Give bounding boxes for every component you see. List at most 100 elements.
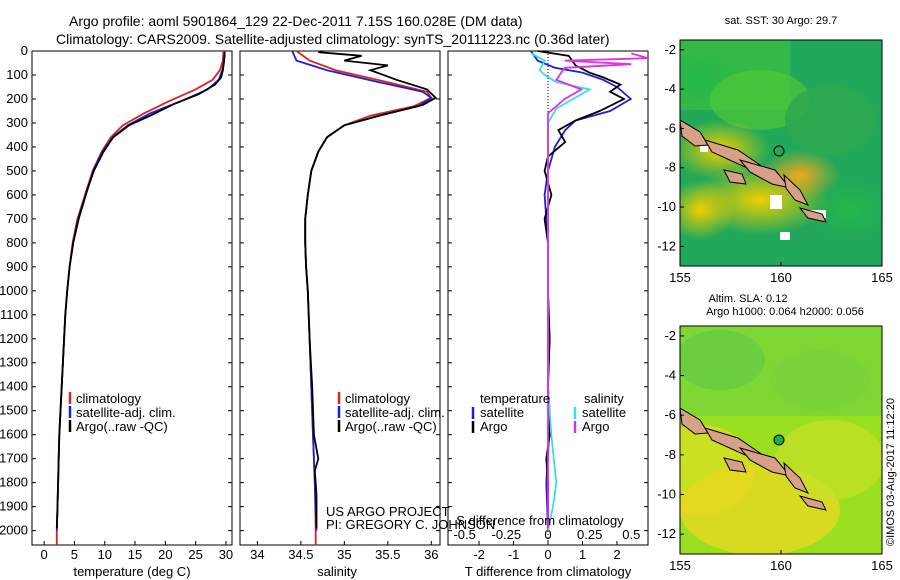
y-tick-label: 200 <box>6 91 28 106</box>
difference-xlabel-bottom: T difference from climatology <box>465 564 632 579</box>
map-y-tick-label: -6 <box>664 407 676 422</box>
sla-argo-marker <box>773 434 785 446</box>
title-line1: Argo profile: aoml 5901864_129 22-Dec-20… <box>69 13 522 29</box>
salinity-legend: climatology satellite-adj. clim. Argo(..… <box>337 391 445 434</box>
legend-title-salinity: salinity <box>584 391 624 406</box>
y-tick-label: 2000 <box>0 523 28 538</box>
map-x-tick-label: 160 <box>770 270 792 285</box>
salinity-series <box>291 50 438 545</box>
series-argo-raw-qc- <box>55 52 226 529</box>
x-tick-label: 1 <box>579 547 586 562</box>
map-y-tick-label: -4 <box>664 368 676 383</box>
series-t-argo <box>537 50 626 529</box>
x-tick-label: 35 <box>337 547 351 562</box>
map-x-tick-label: 155 <box>669 270 691 285</box>
temperature-legend: climatology satellite-adj. clim. Argo(..… <box>68 391 176 434</box>
legend-s-satellite: satellite <box>582 405 626 420</box>
series-s-satellite <box>530 52 593 531</box>
x-tick-label: -2 <box>473 547 485 562</box>
legend-title-temperature: temperature <box>480 391 550 406</box>
x-top-tick-label: 0.25 <box>577 527 602 542</box>
x-tick-label: 2 <box>613 547 620 562</box>
y-tick-label: 1800 <box>0 475 28 490</box>
map-y-tick-label: -4 <box>664 81 676 96</box>
x-tick-label: 35.5 <box>375 547 400 562</box>
series-argo-raw-qc- <box>304 51 438 529</box>
x-tick-label: 34.5 <box>288 547 313 562</box>
difference-xlabel-top: S difference from climatology <box>456 513 624 528</box>
y-tick-label: 0 <box>21 43 28 58</box>
sla-map-field <box>680 326 882 554</box>
map-y-tick-label: -10 <box>657 487 676 502</box>
y-tick-label: 1900 <box>0 499 28 514</box>
series-climatology <box>295 50 433 545</box>
x-tick-label: -1 <box>508 547 520 562</box>
legend-satellite: satellite-adj. clim. <box>76 405 176 420</box>
x-tick-label: 0 <box>41 547 48 562</box>
map-y-tick-label: -6 <box>664 120 676 135</box>
map-y-tick-label: -2 <box>664 328 676 343</box>
y-tick-label: 700 <box>6 211 28 226</box>
map-y-tick-label: -8 <box>664 447 676 462</box>
y-tick-label: 400 <box>6 139 28 154</box>
legend-argo: Argo(..raw -QC) <box>345 419 437 434</box>
temperature-panel-frame <box>31 50 233 546</box>
x-tick-label: 10 <box>97 547 111 562</box>
y-tick-label: 600 <box>6 187 28 202</box>
legend-climatology: climatology <box>345 391 411 406</box>
salinity-axes: 34 34.5 35 35.5 36 <box>240 50 440 562</box>
y-tick-label: 900 <box>6 259 28 274</box>
difference-series <box>530 50 649 531</box>
y-tick-label: 300 <box>6 115 28 130</box>
sst-map-title: sat. SST: 30 Argo: 29.7 <box>725 15 838 27</box>
map-x-tick-label: 165 <box>871 270 893 285</box>
legend-t-satellite: satellite <box>480 405 524 420</box>
map-y-tick-label: -8 <box>664 160 676 175</box>
series-s-argo <box>547 52 649 529</box>
x-top-tick-label: -0.5 <box>453 527 475 542</box>
series-climatology <box>55 50 225 545</box>
y-tick-label: 1100 <box>0 307 28 322</box>
sst-map-field <box>680 40 882 266</box>
y-tick-label: 1700 <box>0 451 28 466</box>
x-top-tick-label: 0.5 <box>622 527 640 542</box>
y-tick-label: 1000 <box>0 283 28 298</box>
legend-argo: Argo(..raw -QC) <box>76 419 168 434</box>
sla-map-title-line1: Altim. SLA: 0.12 <box>709 293 788 305</box>
y-tick-label: 100 <box>6 67 28 82</box>
credits-line1: US ARGO PROJECT <box>326 504 450 519</box>
temperature-xlabel: temperature (deg C) <box>73 564 190 579</box>
x-tick-label: 25 <box>188 547 202 562</box>
map-y-tick-label: -12 <box>657 526 676 541</box>
series-satellite-adj-clim- <box>55 50 226 531</box>
legend-climatology: climatology <box>76 391 142 406</box>
difference-legend: temperature salinity satellite Argo sate… <box>471 391 626 434</box>
map-y-tick-label: -2 <box>664 42 676 57</box>
map-y-tick-label: -12 <box>657 238 676 253</box>
sla-map-axes: 155 160 165 -2 -4 -6 -8 -10 -12 <box>657 328 893 573</box>
salinity-panel-frame <box>239 50 441 546</box>
legend-satellite: satellite-adj. clim. <box>345 405 445 420</box>
legend-t-argo: Argo <box>480 419 507 434</box>
map-x-tick-label: 165 <box>871 558 893 573</box>
x-tick-label: 5 <box>71 547 78 562</box>
x-tick-label: 36 <box>424 547 438 562</box>
title-line2: Climatology: CARS2009. Satellite-adjuste… <box>56 31 610 47</box>
sst-map-axes: 155 160 165 -2 -4 -6 -8 -10 -12 <box>657 42 893 285</box>
y-tick-label: 500 <box>6 163 28 178</box>
x-tick-label: 15 <box>128 547 142 562</box>
temperature-series <box>55 50 226 545</box>
y-tick-label: 1500 <box>0 403 28 418</box>
y-tick-label: 1400 <box>0 379 28 394</box>
y-tick-label: 1600 <box>0 427 28 442</box>
salinity-xlabel: salinity <box>317 564 357 579</box>
map-x-tick-label: 160 <box>770 558 792 573</box>
temperature-axes: 0 5 10 15 20 25 300100200300400500600700800900… <box>0 43 233 562</box>
map-y-tick-label: -10 <box>657 199 676 214</box>
sla-map-title-line2: Argo h1000: 0.064 h2000: 0.056 <box>706 306 864 318</box>
sst-argo-marker <box>773 145 785 157</box>
x-tick-label: 30 <box>219 547 233 562</box>
map-x-tick-label: 155 <box>669 558 691 573</box>
x-tick-label: 34 <box>250 547 264 562</box>
